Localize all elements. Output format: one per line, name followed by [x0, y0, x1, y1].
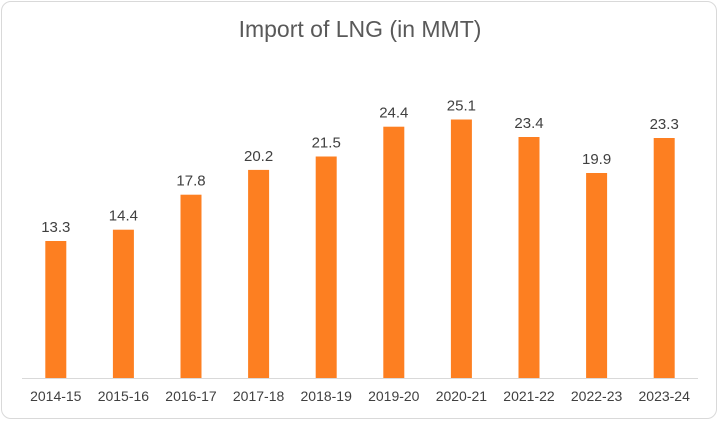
x-tick-group: 2014-15 2015-16 2016-17 2017-18 2018-19 2019-…: [30, 388, 690, 404]
bar-2020-21: [450, 119, 472, 378]
value-label-2023-24: 23.3: [650, 116, 679, 133]
value-label-2020-21: 25.1: [447, 98, 476, 115]
bar-2023-24: [653, 138, 675, 378]
value-label-2022-23: 19.9: [582, 151, 611, 168]
x-tick-label-2014-15: 2014-15: [30, 388, 82, 404]
value-label-2017-18: 20.2: [244, 148, 273, 165]
x-tick-label-2016-17: 2016-17: [165, 388, 217, 404]
value-label-2021-22: 23.4: [514, 115, 543, 132]
value-label-2014-15: 13.3: [41, 219, 70, 236]
x-tick-label-2015-16: 2015-16: [98, 388, 150, 404]
bar-2014-15: [45, 241, 67, 378]
bar-group: [45, 119, 675, 378]
bar-2019-20: [383, 126, 405, 378]
bar-2016-17: [180, 194, 202, 378]
value-label-2016-17: 17.8: [176, 173, 205, 190]
x-tick-label-2018-19: 2018-19: [301, 388, 353, 404]
value-label-2015-16: 14.4: [109, 208, 138, 225]
x-tick-label-2017-18: 2017-18: [233, 388, 285, 404]
x-tick-label-2021-22: 2021-22: [503, 388, 555, 404]
value-label-2018-19: 21.5: [312, 135, 341, 152]
x-tick-label-2022-23: 2022-23: [571, 388, 623, 404]
x-tick-label-2023-24: 2023-24: [639, 388, 691, 404]
x-tick-label-2020-21: 2020-21: [436, 388, 488, 404]
value-label-group: 13.3 14.4 17.8 20.2 21.5 24.4 25.1 23.4 19.9 23.3: [41, 98, 679, 237]
bar-2021-22: [518, 137, 540, 378]
bar-2018-19: [315, 156, 337, 378]
x-tick-label-2019-20: 2019-20: [368, 388, 420, 404]
bar-2022-23: [586, 173, 608, 378]
value-label-2019-20: 24.4: [379, 105, 408, 122]
bar-2017-18: [248, 169, 270, 378]
bar-2015-16: [112, 229, 134, 378]
chart-title: Import of LNG (in MMT): [238, 16, 482, 42]
